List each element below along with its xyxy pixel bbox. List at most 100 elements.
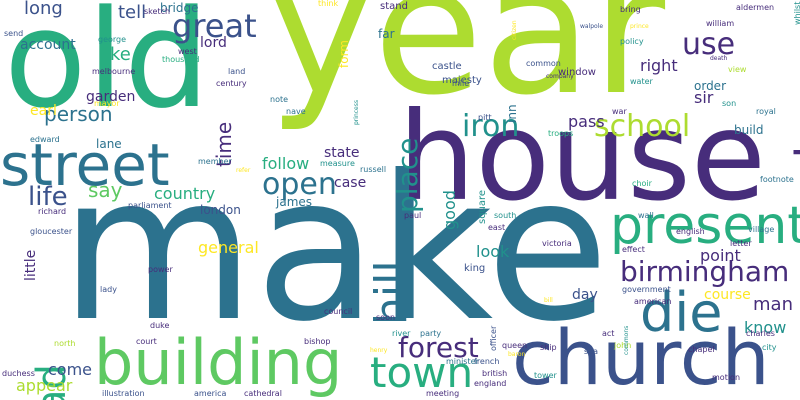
word-east: east <box>488 223 506 232</box>
word-edward: edward <box>30 135 60 144</box>
word-officer: officer <box>489 325 498 351</box>
word-russell: russell <box>360 165 387 174</box>
word-day: day <box>572 287 598 303</box>
word-power: power <box>148 265 173 274</box>
word-pass: pass <box>568 112 605 131</box>
word-measure: measure <box>320 159 355 168</box>
word-soon: soon <box>376 313 396 322</box>
word-building: building <box>94 326 343 399</box>
word-commons: commons <box>623 325 630 355</box>
word-village: village <box>748 225 775 234</box>
word-company: company <box>546 73 574 80</box>
word-princess: princess <box>353 100 360 125</box>
word-die: die <box>640 281 723 344</box>
word-sea: sea <box>584 347 598 356</box>
word-city: city <box>762 343 777 352</box>
word-life: life <box>28 182 68 212</box>
word-great: great <box>172 7 257 45</box>
word-cathedral: cathedral <box>244 389 282 398</box>
word-majesty: majesty <box>442 75 482 86</box>
word-new: new <box>793 178 800 232</box>
word-death: death <box>710 55 728 62</box>
word-footnote: footnote <box>760 175 794 184</box>
word-bill: bill <box>544 297 553 304</box>
word-follow: follow <box>262 154 310 173</box>
word-south: south <box>494 211 517 220</box>
word-right: right <box>640 56 678 75</box>
word-british: british <box>482 369 508 378</box>
word-house: house <box>398 86 766 228</box>
word-man: man <box>753 294 793 315</box>
word-duke: duke <box>150 321 170 330</box>
word-parliament: parliament <box>128 201 172 210</box>
word-richard: richard <box>38 207 67 216</box>
word-north: north <box>54 339 76 348</box>
word-member: member <box>198 157 232 166</box>
word-royal: royal <box>756 107 776 116</box>
word-garden: garden <box>86 89 136 105</box>
word-whilst: whilst <box>793 1 800 25</box>
word-government: government <box>622 285 671 294</box>
word-prince: prince <box>630 23 649 30</box>
word-little: little <box>23 249 39 281</box>
word-party: party <box>420 329 442 338</box>
word-case: case <box>334 175 367 191</box>
word-melbourne: melbourne <box>92 67 136 76</box>
word-lord: lord <box>200 35 227 51</box>
word-duchess: duchess <box>2 369 35 378</box>
word-long: long <box>24 0 63 19</box>
word-course: course <box>704 287 751 303</box>
word-bridge: bridge <box>160 1 199 15</box>
word-good: good <box>440 190 459 230</box>
word-earl: earl <box>30 103 57 119</box>
word-chapel: chapel <box>688 345 715 354</box>
word-say: say <box>88 178 123 202</box>
word-citizen: citizen <box>511 20 518 40</box>
word-year: year <box>268 0 666 134</box>
word-lady: lady <box>100 285 117 294</box>
word-place: place <box>391 137 424 213</box>
word-build: build <box>734 123 764 137</box>
word-english: english <box>676 227 705 236</box>
word-street: street <box>0 131 170 199</box>
word-appear: appear <box>16 376 73 395</box>
word-america: america <box>194 389 227 398</box>
word-lane: lane <box>96 137 122 151</box>
word-illustration: illustration <box>102 389 145 398</box>
word-choir: choir <box>632 179 652 188</box>
word-london: london <box>200 203 241 217</box>
word-henry: henry <box>370 347 388 354</box>
word-inn: inn <box>505 104 519 123</box>
word-court: court <box>136 337 157 346</box>
word-birmingham: birmingham <box>620 255 790 288</box>
word-meeting: meeting <box>426 389 460 398</box>
word-gloucester: gloucester <box>30 227 73 236</box>
word-john: john <box>614 341 632 350</box>
word-son: son <box>722 99 737 108</box>
word-bring: bring <box>620 5 641 14</box>
word-window: window <box>558 67 596 78</box>
word-minister: minister <box>446 357 479 366</box>
word-sir: sir <box>694 88 714 107</box>
word-american: american <box>634 297 672 306</box>
word-james: james <box>276 195 313 209</box>
word-william: william <box>706 19 735 28</box>
word-forest: forest <box>398 331 479 364</box>
word-effect: effect <box>622 245 645 254</box>
word-thousand: thousand <box>162 55 200 64</box>
word-point: point <box>700 246 741 265</box>
word-square: square <box>477 189 488 224</box>
word-bishop: bishop <box>304 337 331 346</box>
word-land: land <box>228 67 246 76</box>
word-order: order <box>694 79 726 93</box>
word-policy: policy <box>620 37 644 46</box>
word-war: war <box>612 107 627 116</box>
word-open: open <box>262 167 337 202</box>
word-common: common <box>526 59 561 68</box>
word-paul: paul <box>404 211 422 220</box>
word-general: general <box>198 238 259 257</box>
word-town: town <box>370 348 474 397</box>
word-far: far <box>378 27 395 41</box>
word-charles: charles <box>746 329 775 338</box>
